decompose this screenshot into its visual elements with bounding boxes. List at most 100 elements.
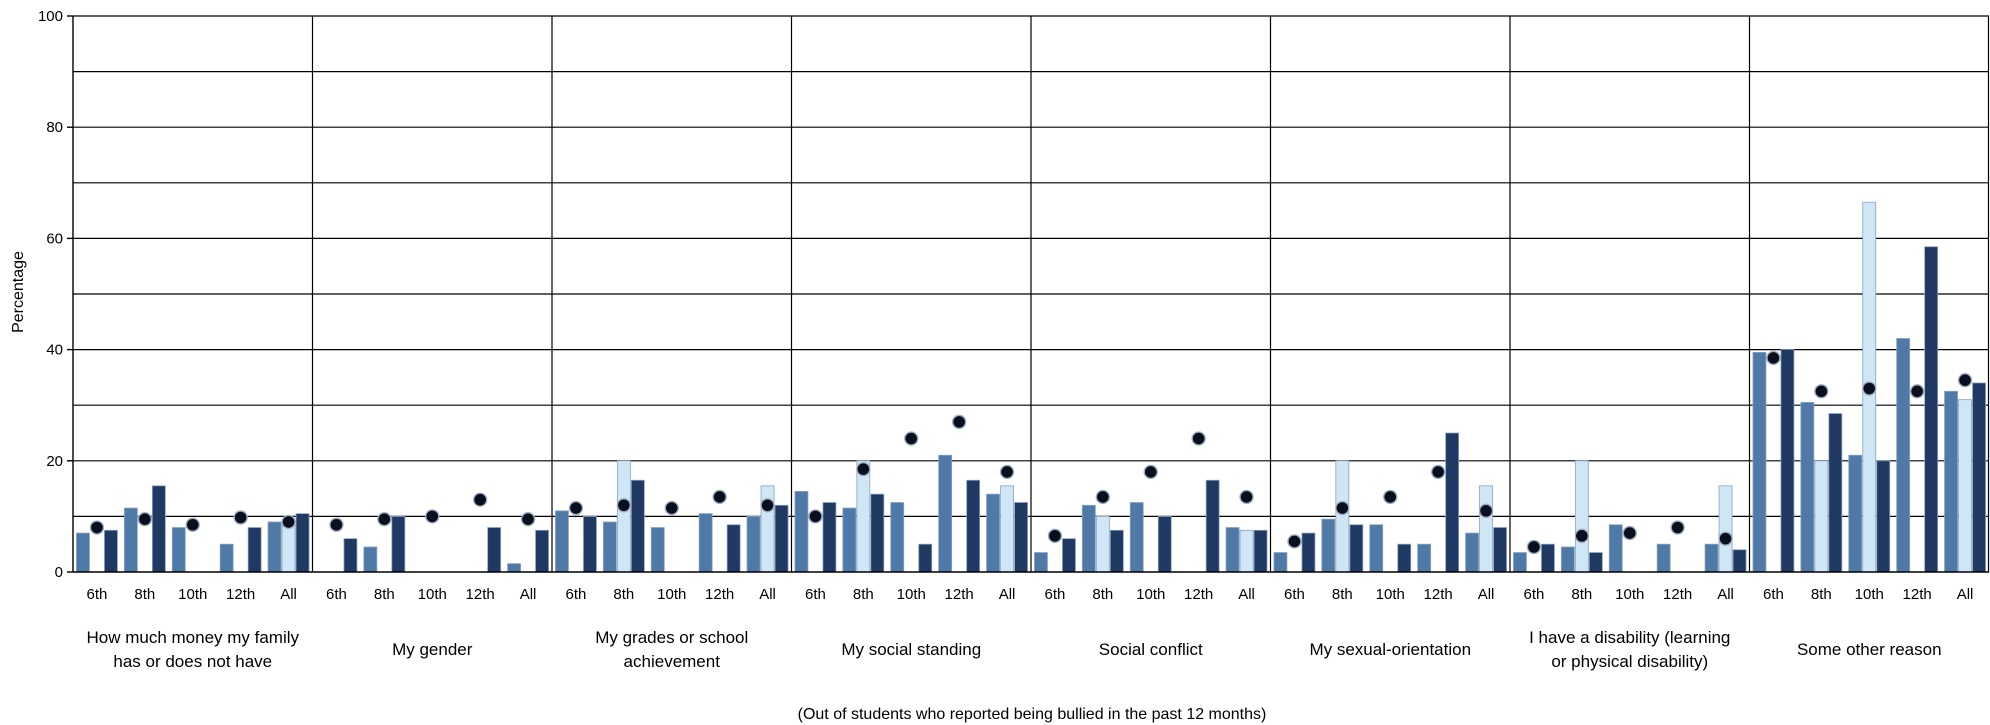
data-point-marker xyxy=(1622,525,1637,541)
bar xyxy=(918,543,933,573)
x-tick-label: 8th xyxy=(374,586,395,603)
bar xyxy=(1034,552,1048,573)
x-tick-label: 6th xyxy=(1284,586,1305,603)
bar xyxy=(822,502,837,573)
data-point-marker xyxy=(712,489,727,505)
markers xyxy=(89,350,1973,555)
x-tick-label: 10th xyxy=(178,586,207,603)
bar xyxy=(1958,399,1972,573)
bar xyxy=(1876,460,1891,573)
bar xyxy=(171,527,186,573)
x-tick-label: All xyxy=(520,586,537,603)
bar xyxy=(1397,543,1412,573)
x-tick-label: 12th xyxy=(945,586,974,603)
x-tick-label: 6th xyxy=(805,586,826,603)
bar xyxy=(1704,543,1719,573)
x-tick-label: 6th xyxy=(566,586,587,603)
bar xyxy=(746,516,761,573)
x-tick-label: All xyxy=(1957,586,1974,603)
bar xyxy=(1732,549,1747,573)
x-tick-label: All xyxy=(280,586,297,603)
bar xyxy=(1924,246,1939,573)
bar xyxy=(555,510,569,573)
bar xyxy=(151,485,166,573)
bar xyxy=(1062,538,1076,573)
x-tick-label: 12th xyxy=(1903,586,1932,603)
bar xyxy=(1608,524,1623,573)
category-label: My social standing xyxy=(841,640,981,659)
bar xyxy=(1369,524,1384,573)
x-tick-label: All xyxy=(759,586,776,603)
data-point-marker xyxy=(1766,350,1781,366)
data-point-marker xyxy=(1814,384,1829,399)
category-label: How much money my family xyxy=(86,628,299,647)
axes: 0 20 40 60 80 100 xyxy=(38,8,1989,581)
bar xyxy=(281,524,296,573)
bar xyxy=(1465,532,1479,573)
bar xyxy=(104,529,118,573)
bar xyxy=(1129,502,1144,573)
data-point-marker xyxy=(1191,431,1206,446)
data-point-marker xyxy=(185,517,200,532)
x-tick-label: 8th xyxy=(853,586,874,603)
y-tick-label: 0 xyxy=(55,564,63,581)
data-point-marker xyxy=(568,500,584,516)
data-point-marker xyxy=(1574,528,1590,544)
x-tick-label: 8th xyxy=(613,586,634,603)
bar xyxy=(1656,543,1671,573)
data-point-marker xyxy=(999,464,1015,480)
bar xyxy=(1800,402,1815,573)
bar xyxy=(856,460,871,573)
data-point-marker xyxy=(1287,534,1302,549)
data-point-marker xyxy=(377,511,392,527)
bar xyxy=(1513,552,1527,573)
bar xyxy=(1814,460,1829,573)
data-point-marker xyxy=(520,511,536,527)
bar xyxy=(616,460,631,573)
data-point-marker xyxy=(1335,500,1350,516)
x-tick-label: 12th xyxy=(1184,586,1213,603)
x-tick-label: 10th xyxy=(418,586,447,603)
x-tick-label: 10th xyxy=(1615,586,1644,603)
bar xyxy=(247,527,262,573)
x-tick-label: 10th xyxy=(1855,586,1884,603)
x-tick-label: 10th xyxy=(657,586,686,603)
bar xyxy=(1081,504,1096,573)
bar xyxy=(267,521,282,573)
bar xyxy=(1349,524,1364,573)
bar xyxy=(890,502,905,573)
data-point-marker xyxy=(1670,520,1685,535)
data-point-marker xyxy=(137,511,153,527)
x-tick-label: 6th xyxy=(1524,586,1545,603)
category-label: My sexual-orientation xyxy=(1309,640,1471,659)
category-label: My grades or school xyxy=(595,628,748,647)
bar xyxy=(602,521,617,573)
bar xyxy=(842,507,857,573)
x-tick-label: 10th xyxy=(1376,586,1405,603)
bar xyxy=(1588,552,1603,573)
data-point-marker xyxy=(1526,539,1542,555)
category-label: or physical disability) xyxy=(1551,652,1708,671)
bar xyxy=(1109,529,1124,573)
bar xyxy=(487,527,502,573)
bar xyxy=(1321,518,1336,573)
data-point-marker xyxy=(1383,489,1398,505)
x-tick-label: 10th xyxy=(897,586,926,603)
data-point-marker xyxy=(89,520,105,535)
bar xyxy=(966,479,981,573)
bar xyxy=(1718,485,1733,573)
bar xyxy=(726,524,741,573)
bar xyxy=(1560,546,1575,573)
bar xyxy=(1445,432,1460,573)
bar xyxy=(123,507,138,573)
bar xyxy=(1014,502,1028,573)
x-tick-label: 6th xyxy=(1763,586,1784,603)
data-point-marker xyxy=(1957,372,1973,388)
data-point-marker xyxy=(1478,503,1494,519)
data-point-marker xyxy=(281,514,296,530)
data-point-marker xyxy=(951,414,967,430)
labels: 6th 8th 10th 12th All How much money my famil… xyxy=(86,586,1973,671)
x-tick-label: 12th xyxy=(466,586,495,603)
bar xyxy=(986,493,1000,573)
